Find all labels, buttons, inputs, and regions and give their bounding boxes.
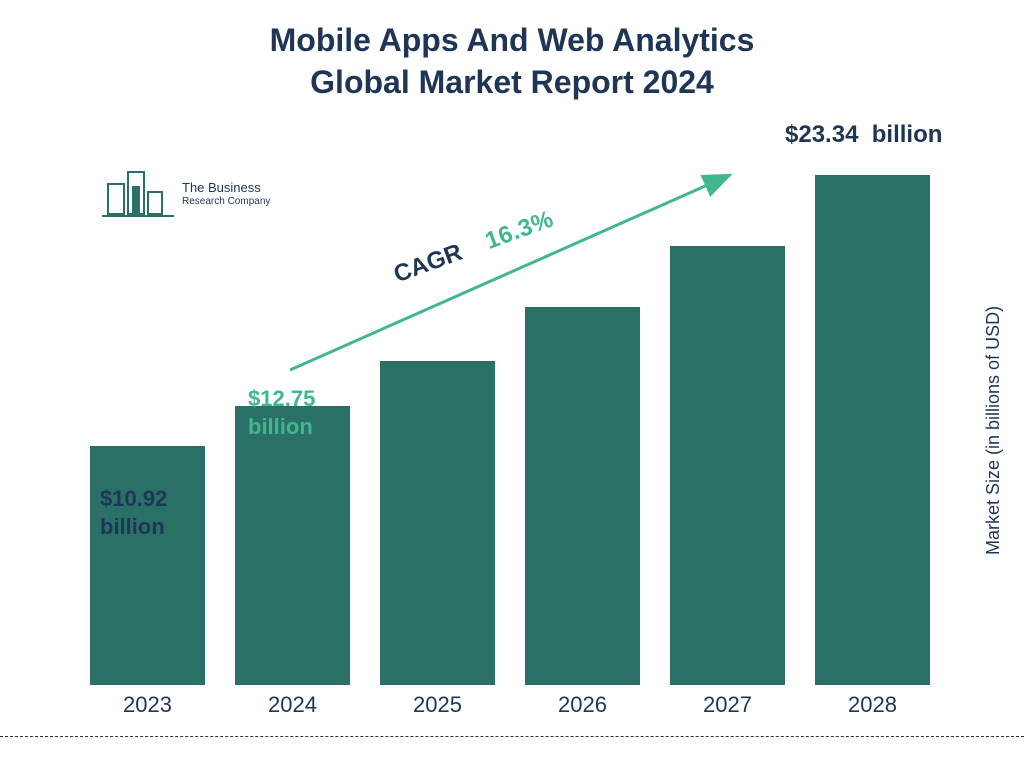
bottom-divider	[0, 736, 1024, 737]
chart-title: Mobile Apps And Web Analytics Global Mar…	[0, 20, 1024, 103]
x-axis-label: 2025	[380, 692, 495, 718]
bar-column	[815, 175, 930, 685]
x-axis-label: 2026	[525, 692, 640, 718]
bar-column	[380, 361, 495, 685]
bar	[235, 406, 350, 685]
x-axis-label: 2024	[235, 692, 350, 718]
x-axis-label: 2023	[90, 692, 205, 718]
bar-value-2023: $10.92 billion	[100, 485, 167, 540]
x-axis-label: 2027	[670, 692, 785, 718]
bar-column	[90, 446, 205, 685]
growth-arrow-icon	[280, 160, 740, 380]
bar	[380, 361, 495, 685]
title-line-1: Mobile Apps And Web Analytics	[0, 20, 1024, 62]
bar-value-2024: $12.75 billion	[248, 385, 315, 440]
bar	[815, 175, 930, 685]
title-line-2: Global Market Report 2024	[0, 62, 1024, 104]
chart-canvas: Mobile Apps And Web Analytics Global Mar…	[0, 0, 1024, 768]
y-axis-title: Market Size (in billions of USD)	[983, 175, 1004, 685]
x-axis-labels: 2023 2024 2025 2026 2027 2028	[90, 692, 930, 718]
bar	[90, 446, 205, 685]
bar-column	[235, 406, 350, 685]
bar-value-2028: $23.34 billion	[785, 120, 942, 150]
x-axis-label: 2028	[815, 692, 930, 718]
